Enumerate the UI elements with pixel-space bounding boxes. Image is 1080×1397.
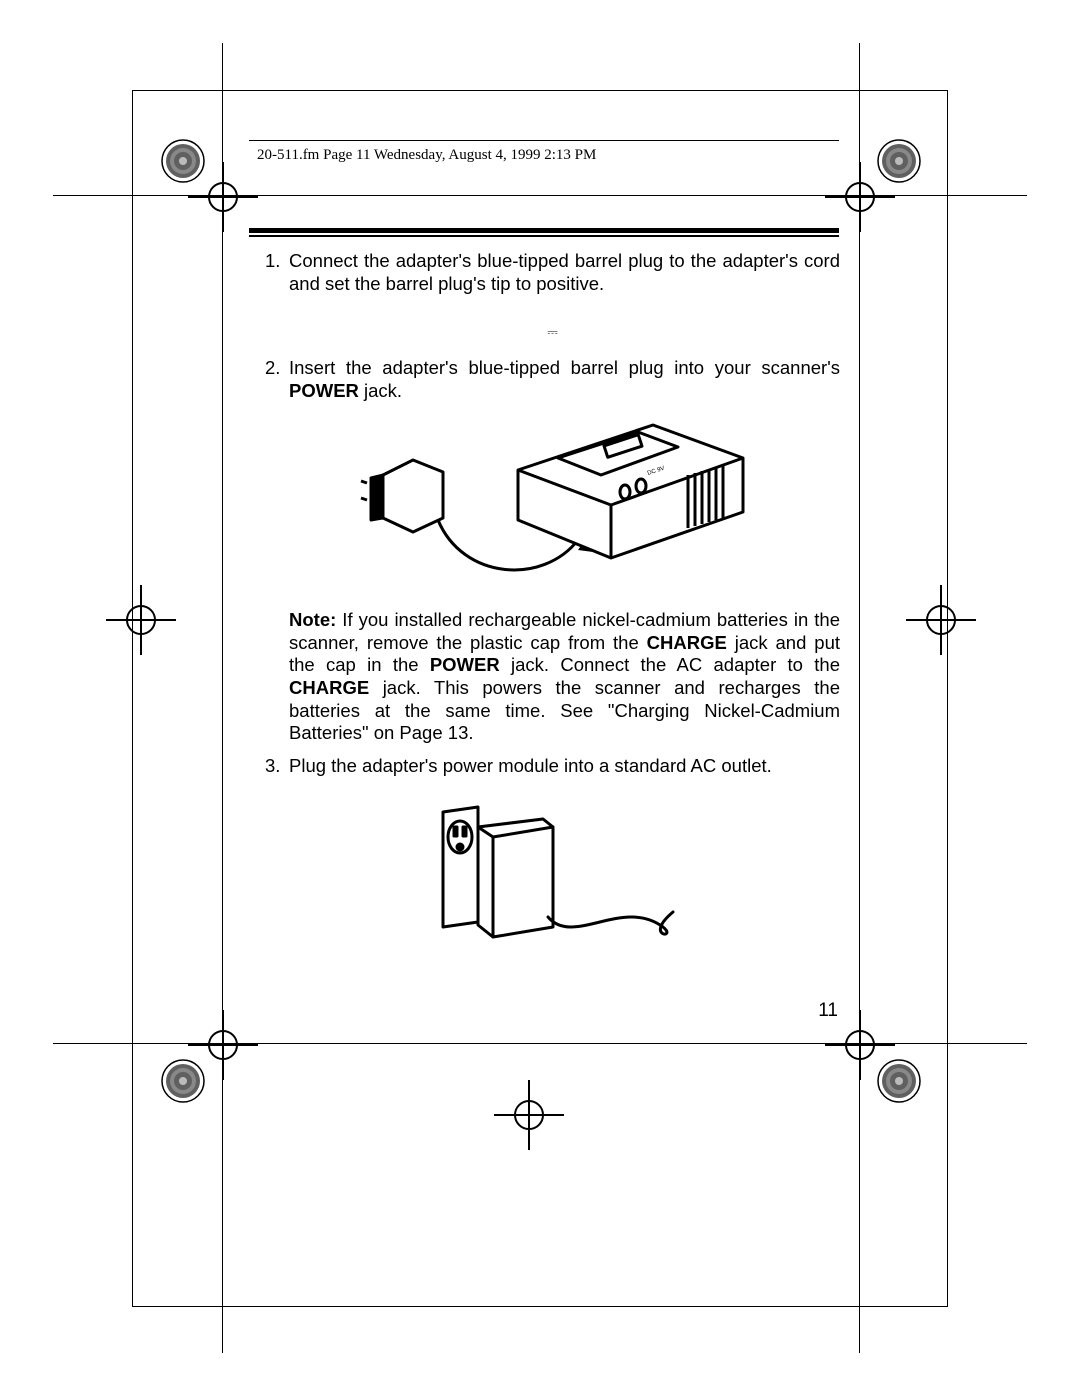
crop-line-left: [222, 43, 223, 1353]
step-number: 2.: [265, 357, 289, 402]
crop-line-right: [859, 43, 860, 1353]
note-label: Note:: [289, 609, 336, 630]
step-text: Plug the adapter's power module into a s…: [289, 755, 840, 778]
note-block: Note: If you installed rechargeable nick…: [289, 609, 840, 744]
crosshair-mark-icon: [106, 585, 176, 655]
crosshair-mark-icon: [825, 162, 895, 232]
step-number: 1.: [265, 250, 289, 295]
illustration-scanner-adapter: DC 9V: [265, 420, 840, 595]
crosshair-mark-icon: [188, 1010, 258, 1080]
step-number: 3.: [265, 755, 289, 778]
page-number: 11: [818, 1000, 838, 1022]
section-double-rule: [249, 228, 839, 237]
step-1: 1. Connect the adapter's blue-tipped bar…: [265, 250, 840, 295]
header-rule: [249, 140, 839, 141]
step-2: 2. Insert the adapter's blue-tipped barr…: [265, 357, 840, 402]
illustration-polarity-icon: ⎓: [265, 313, 840, 351]
illustration-outlet: [265, 797, 840, 947]
crosshair-mark-icon: [494, 1080, 564, 1150]
content-area: 1. Connect the adapter's blue-tipped bar…: [265, 250, 840, 961]
step-3: 3. Plug the adapter's power module into …: [265, 755, 840, 778]
crosshair-mark-icon: [188, 162, 258, 232]
step-text: Insert the adapter's blue-tipped barrel …: [289, 357, 840, 402]
step-text: Connect the adapter's blue-tipped barrel…: [289, 250, 840, 295]
crosshair-mark-icon: [906, 585, 976, 655]
header-filename: 20-511.fm Page 11 Wednesday, August 4, 1…: [257, 147, 596, 164]
